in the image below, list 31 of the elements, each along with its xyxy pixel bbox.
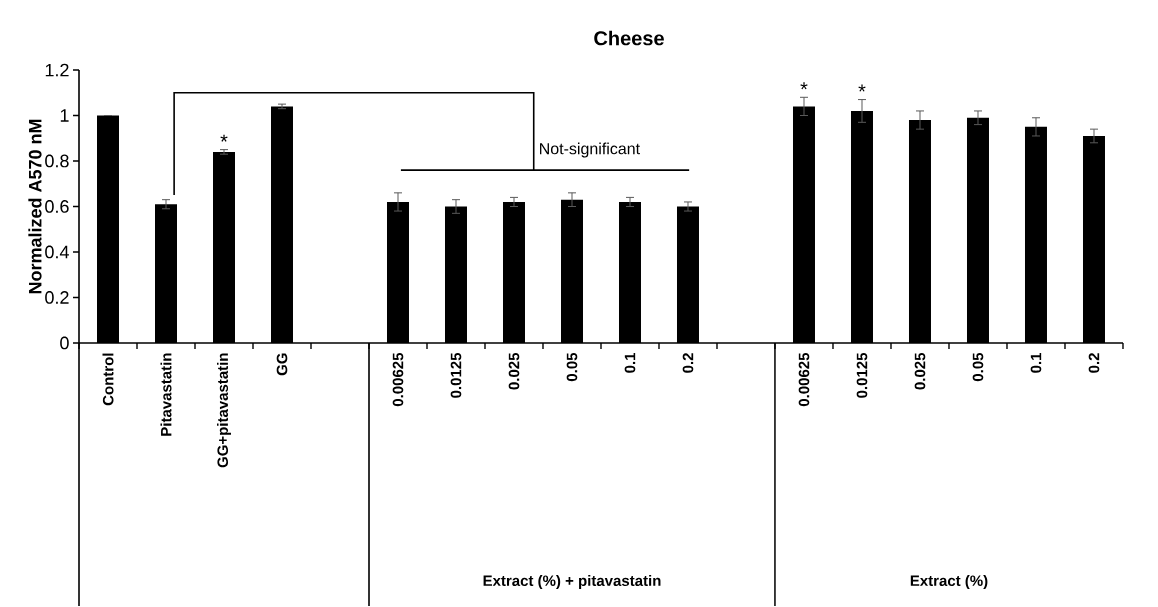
- data-label: *: [858, 84, 866, 92]
- x-tick-label: GG+pitavastatin: [217, 353, 231, 468]
- y-tick-label: 1.2: [45, 63, 69, 77]
- y-tick-label: 0.6: [45, 200, 69, 213]
- x-tick-label: 0.05: [972, 353, 984, 382]
- x-tick-label: 0.00625: [392, 353, 404, 407]
- data-label: *: [220, 134, 228, 142]
- x-tick-label: 0.025: [914, 353, 926, 390]
- chart-title: Cheese: [594, 30, 664, 46]
- y-axis-title: Normalized A570 nM: [28, 119, 42, 294]
- x-tick-label: 0.05: [566, 353, 578, 382]
- x-tick-label: 0.1: [1030, 353, 1042, 373]
- text: Extract (%): [910, 575, 988, 590]
- x-tick-label: 0.1: [624, 353, 636, 373]
- x-tick-label: 0.025: [508, 353, 520, 390]
- y-tick-label: 0: [60, 336, 69, 350]
- y-tick-label: 0.2: [45, 291, 69, 304]
- x-tick-label: 0.0125: [450, 353, 462, 398]
- annotation: Not-significant: [540, 142, 640, 158]
- x-tick-label: Control: [102, 353, 114, 406]
- x-tick-label: 0.2: [682, 353, 694, 373]
- x-tick-label: 0.00625: [798, 353, 810, 407]
- y-tick-label: 0.4: [45, 245, 69, 259]
- x-tick-label: Pitavastatin: [160, 353, 172, 436]
- x-tick-label: 0.0125: [856, 353, 868, 398]
- text: Extract (%) + pitavastatin: [483, 575, 661, 590]
- y-tick-label: 0.8: [45, 154, 69, 168]
- y-tick-label: 1: [60, 109, 69, 122]
- x-tick-label: GG: [276, 353, 288, 376]
- x-tick-label: 0.2: [1088, 353, 1100, 373]
- data-label: *: [800, 82, 808, 90]
